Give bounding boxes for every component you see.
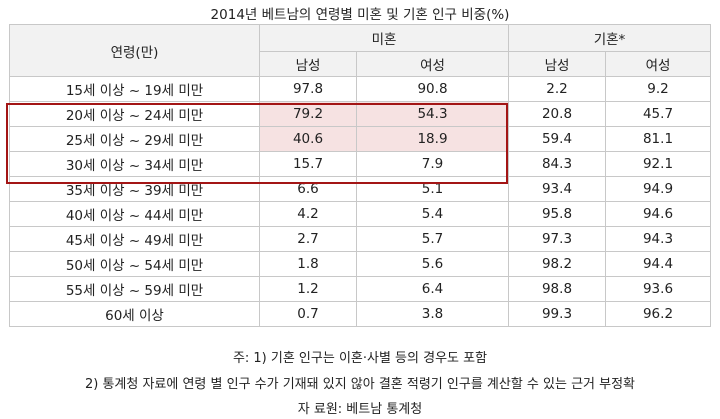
married-female-cell: 96.2 <box>605 301 711 327</box>
table-row: 35세 이상 ~ 39세 미만 6.6 5.1 93.4 94.9 <box>9 176 711 202</box>
table-row: 20세 이상 ~ 24세 미만 79.2 54.3 20.8 45.7 <box>9 101 711 127</box>
age-cell: 30세 이상 ~ 34세 미만 <box>9 151 260 177</box>
married-female-cell: 92.1 <box>605 151 711 177</box>
single-male-cell: 40.6 <box>259 126 357 152</box>
married-male-cell: 2.2 <box>508 76 606 102</box>
age-cell: 40세 이상 ~ 44세 미만 <box>9 201 260 227</box>
married-female-cell: 94.6 <box>605 201 711 227</box>
married-male-cell: 97.3 <box>508 226 606 252</box>
married-male-cell: 93.4 <box>508 176 606 202</box>
married-male-cell: 59.4 <box>508 126 606 152</box>
table-row: 40세 이상 ~ 44세 미만 4.2 5.4 95.8 94.6 <box>9 201 711 227</box>
age-cell: 60세 이상 <box>9 301 260 327</box>
table-row: 45세 이상 ~ 49세 미만 2.7 5.7 97.3 94.3 <box>9 226 711 252</box>
table-row: 55세 이상 ~ 59세 미만 1.2 6.4 98.8 93.6 <box>9 276 711 302</box>
single-female-cell: 3.8 <box>356 301 509 327</box>
single-male-cell: 2.7 <box>259 226 357 252</box>
header-single-female: 여성 <box>356 51 509 77</box>
single-male-cell: 4.2 <box>259 201 357 227</box>
table-row: 60세 이상 0.7 3.8 99.3 96.2 <box>9 301 711 327</box>
header-single-male: 남성 <box>259 51 357 77</box>
married-female-cell: 93.6 <box>605 276 711 302</box>
single-female-cell: 5.1 <box>356 176 509 202</box>
single-female-cell: 5.7 <box>356 226 509 252</box>
single-male-cell: 6.6 <box>259 176 357 202</box>
age-cell: 55세 이상 ~ 59세 미만 <box>9 276 260 302</box>
age-cell: 25세 이상 ~ 29세 미만 <box>9 126 260 152</box>
married-male-cell: 20.8 <box>508 101 606 127</box>
table-row: 25세 이상 ~ 29세 미만 40.6 18.9 59.4 81.1 <box>9 126 711 152</box>
age-cell: 45세 이상 ~ 49세 미만 <box>9 226 260 252</box>
single-male-cell: 97.8 <box>259 76 357 102</box>
table-row: 15세 이상 ~ 19세 미만 97.8 90.8 2.2 9.2 <box>9 76 711 102</box>
single-female-cell: 5.4 <box>356 201 509 227</box>
table-row: 50세 이상 ~ 54세 미만 1.8 5.6 98.2 94.4 <box>9 251 711 277</box>
single-male-cell: 1.2 <box>259 276 357 302</box>
married-male-cell: 99.3 <box>508 301 606 327</box>
married-male-cell: 84.3 <box>508 151 606 177</box>
header-age: 연령(만) <box>9 24 260 77</box>
header-single: 미혼 <box>259 24 509 52</box>
age-cell: 50세 이상 ~ 54세 미만 <box>9 251 260 277</box>
single-male-cell: 79.2 <box>259 101 357 127</box>
married-female-cell: 94.9 <box>605 176 711 202</box>
marriage-table: 연령(만) 미혼 기혼* 남성 여성 남성 여성 15세 이상 ~ 19세 미만… <box>9 24 711 327</box>
married-male-cell: 95.8 <box>508 201 606 227</box>
married-female-cell: 81.1 <box>605 126 711 152</box>
single-male-cell: 1.8 <box>259 251 357 277</box>
source-note: 자 료원: 베트남 통계청 <box>297 402 423 417</box>
single-female-cell: 54.3 <box>356 101 509 127</box>
header-married-male: 남성 <box>508 51 606 77</box>
age-cell: 35세 이상 ~ 39세 미만 <box>9 176 260 202</box>
married-female-cell: 94.4 <box>605 251 711 277</box>
single-female-cell: 18.9 <box>356 126 509 152</box>
married-male-cell: 98.8 <box>508 276 606 302</box>
single-female-cell: 7.9 <box>356 151 509 177</box>
note-2: 2) 통계청 자료에 연령 별 인구 수가 기재돼 있지 않아 결혼 적령기 인… <box>84 377 636 392</box>
single-female-cell: 90.8 <box>356 76 509 102</box>
table-row: 30세 이상 ~ 34세 미만 15.7 7.9 84.3 92.1 <box>9 151 711 177</box>
header-married: 기혼* <box>508 24 711 52</box>
header-married-female: 여성 <box>605 51 711 77</box>
table-body: 15세 이상 ~ 19세 미만 97.8 90.8 2.2 9.2 20세 이상 ~ 24… <box>9 76 711 327</box>
age-cell: 15세 이상 ~ 19세 미만 <box>9 76 260 102</box>
age-cell: 20세 이상 ~ 24세 미만 <box>9 101 260 127</box>
single-male-cell: 15.7 <box>259 151 357 177</box>
single-male-cell: 0.7 <box>259 301 357 327</box>
married-female-cell: 45.7 <box>605 101 711 127</box>
note-1: 주: 1) 기혼 인구는 이혼·사별 등의 경우도 포함 <box>232 351 488 366</box>
chart-title: 2014년 베트남의 연령별 미혼 및 기혼 인구 비중(%) <box>210 7 510 23</box>
married-female-cell: 94.3 <box>605 226 711 252</box>
single-female-cell: 6.4 <box>356 276 509 302</box>
single-female-cell: 5.6 <box>356 251 509 277</box>
married-male-cell: 98.2 <box>508 251 606 277</box>
married-female-cell: 9.2 <box>605 76 711 102</box>
